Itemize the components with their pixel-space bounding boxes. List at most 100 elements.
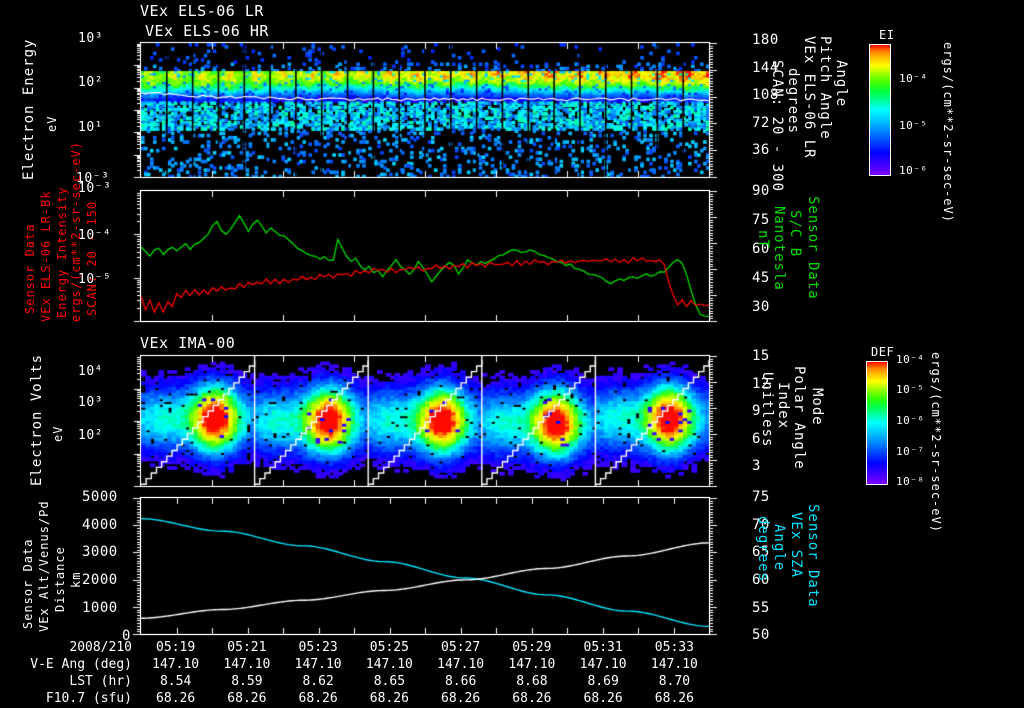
panel1-rlabel-pitch-angle: Pitch Angle — [817, 36, 833, 140]
panel4-right-tick-50: 50 — [752, 627, 770, 643]
panel3-ylabel-main: Electron Volts — [29, 353, 45, 486]
table-cell-lst: 8.68 — [516, 674, 548, 689]
panel2-rlabel-nanotesla: Nanotesla — [771, 206, 787, 291]
table-cell-f107: 68.26 — [512, 691, 552, 706]
panel2-llabel-units: ergs/(cm**2-sr-sec-eV) — [69, 141, 83, 322]
panel4-rlabel-sensor-data: Sensor Data — [805, 504, 821, 608]
table-cell-f107: 68.26 — [227, 691, 267, 706]
table-cell-f107: 68.26 — [298, 691, 338, 706]
panel-ima-spectrogram[interactable] — [140, 355, 710, 487]
panel-energy-intensity-magfield[interactable] — [140, 190, 710, 322]
panel2-right-tick-90: 90 — [752, 183, 770, 199]
table-cell-f107: 68.26 — [583, 691, 623, 706]
table-cell-f107: 68.26 — [441, 691, 481, 706]
panel4-rlabel-sza: VEx SZA — [788, 512, 804, 579]
panel3-ytick-2: 10² — [78, 428, 103, 443]
panel2-ytick-2: 10⁻⁵ — [78, 272, 112, 287]
colorbar-ei — [869, 44, 891, 176]
table-cell-time: 05:31 — [583, 640, 623, 655]
panel2-llabel-sensor-data: Sensor Data — [23, 223, 37, 314]
table-cell-time: 05:29 — [512, 640, 552, 655]
panel4-llabel-km: km — [69, 571, 83, 588]
panel1-rlabel-degrees: degrees — [785, 68, 801, 135]
panel3-rlabel-index: Index — [775, 382, 791, 430]
panel3-ytick-0: 10⁴ — [78, 364, 103, 379]
table-cell-time: 05:23 — [298, 640, 338, 655]
colorbar-def-units: ergs/(cm**2-sr-sec-eV) — [929, 352, 943, 533]
panel1-rlabel-scan: SCAN: 20 - 300 — [769, 60, 785, 193]
colorbar-def-tick-2: 10⁻⁶ — [896, 414, 925, 427]
panel1-rlabel-instrument: VEx ELS-06 LR — [801, 36, 817, 159]
panel1-ytick-2: 10¹ — [78, 120, 103, 135]
panel4-rlabel-degrees: degrees — [755, 516, 771, 583]
table-cell-ve-ang: 147.10 — [579, 657, 627, 672]
panel2-llabel-scan: SCAN: 20 - 150 — [85, 200, 99, 316]
table-cell-lst: 8.62 — [302, 674, 334, 689]
colorbar-def-tick-3: 10⁻⁷ — [896, 445, 925, 458]
panel4-ytick-3000: 3000 — [82, 544, 118, 560]
panel4-ytick-2000: 2000 — [82, 572, 118, 588]
panel4-ytick-1000: 1000 — [82, 600, 118, 616]
table-cell-time: 05:27 — [441, 640, 481, 655]
panel2-rlabel-sensor-data: Sensor Data — [805, 196, 821, 300]
panel1-right-tick-36: 36 — [752, 142, 770, 158]
panel3-ylabel-unit: eV — [51, 425, 65, 442]
colorbar-def-tick-1: 10⁻⁵ — [896, 383, 925, 396]
panel1-ylabel-unit: eV — [45, 115, 59, 132]
panel2-rlabel-sc-b: S/C B — [787, 210, 803, 258]
panel4-ytick-5000: 5000 — [82, 489, 118, 505]
table-row-label-f107: F10.7 (sfu) — [45, 691, 132, 706]
panel3-rlabel-unitless: Unitless — [759, 372, 775, 448]
table-cell-f107: 68.26 — [156, 691, 196, 706]
table-cell-ve-ang: 147.10 — [365, 657, 413, 672]
table-cell-ve-ang: 147.10 — [650, 657, 698, 672]
panel2-llabel-quantity: Energy Intensity — [55, 186, 69, 318]
panel1-ylabel-main: Electron Energy — [21, 38, 37, 180]
panel4-rlabel-angle: Angle — [771, 524, 787, 572]
panel3-right-tick-15: 15 — [752, 348, 770, 364]
panel-altitude-sza[interactable] — [140, 497, 710, 635]
table-cell-lst: 8.59 — [231, 674, 263, 689]
colorbar-def-label: DEF — [871, 345, 895, 359]
table-cell-lst: 8.70 — [658, 674, 691, 689]
panel2-rlabel-nt: nT — [755, 230, 771, 249]
panel1-right-tick-72: 72 — [752, 115, 770, 131]
panel2-llabel-instrument: VEx ELS-06 LR-Bk — [39, 190, 53, 322]
panel3-title: VEx IMA-00 — [140, 334, 236, 352]
panel4-llabel-sensor-data: Sensor Data — [21, 538, 35, 629]
panel1-title-hr: VEx ELS-06 HR — [145, 22, 269, 40]
panel2-right-tick-30: 30 — [752, 299, 770, 315]
panel4-right-tick-75: 75 — [752, 489, 770, 505]
table-cell-ve-ang: 147.10 — [223, 657, 271, 672]
panel1-rlabel-angle2: Angle — [833, 60, 849, 108]
table-row-label-date: 2008/210 — [69, 640, 132, 655]
table-cell-ve-ang: 147.10 — [437, 657, 485, 672]
colorbar-ei-tick-2: 10⁻⁶ — [899, 164, 928, 177]
colorbar-ei-tick-1: 10⁻⁵ — [899, 119, 928, 132]
colorbar-ei-label: EI — [879, 28, 895, 42]
panel4-ytick-4000: 4000 — [82, 517, 118, 533]
panel4-llabel-distance: Distance — [53, 546, 67, 612]
colorbar-ei-tick-0: 10⁻⁴ — [899, 72, 928, 85]
panel3-rlabel-polar-angle: Polar Angle — [791, 366, 807, 470]
colorbar-def-tick-4: 10⁻⁸ — [896, 475, 925, 488]
panel2-ytick-1: 10⁻⁴ — [78, 228, 112, 243]
panel4-llabel-quantity: VEx Alt/Venus/Pd — [37, 500, 51, 632]
colorbar-def — [866, 361, 888, 485]
table-cell-lst: 8.69 — [587, 674, 619, 689]
panel1-right-tick-180: 180 — [752, 32, 779, 48]
table-cell-ve-ang: 147.10 — [508, 657, 556, 672]
panel3-rlabel-mode: Mode — [809, 388, 825, 426]
panel-electron-energy-spectrogram[interactable] — [140, 42, 710, 178]
panel1-ytick-0: 10³ — [78, 31, 103, 46]
table-cell-f107: 68.26 — [369, 691, 409, 706]
table-cell-ve-ang: 147.10 — [152, 657, 200, 672]
panel1-ytick-1: 10² — [78, 75, 103, 90]
colorbar-ei-units: ergs/(cm**2-sr-sec-eV) — [941, 42, 955, 223]
panel2-ytick-0: 10⁻³ — [78, 181, 112, 196]
table-row-label-lst: LST (hr) — [69, 674, 132, 689]
panel3-ytick-1: 10³ — [78, 395, 103, 410]
table-cell-f107: 68.26 — [654, 691, 694, 706]
table-cell-time: 05:33 — [654, 640, 694, 655]
table-cell-lst: 8.65 — [373, 674, 406, 689]
